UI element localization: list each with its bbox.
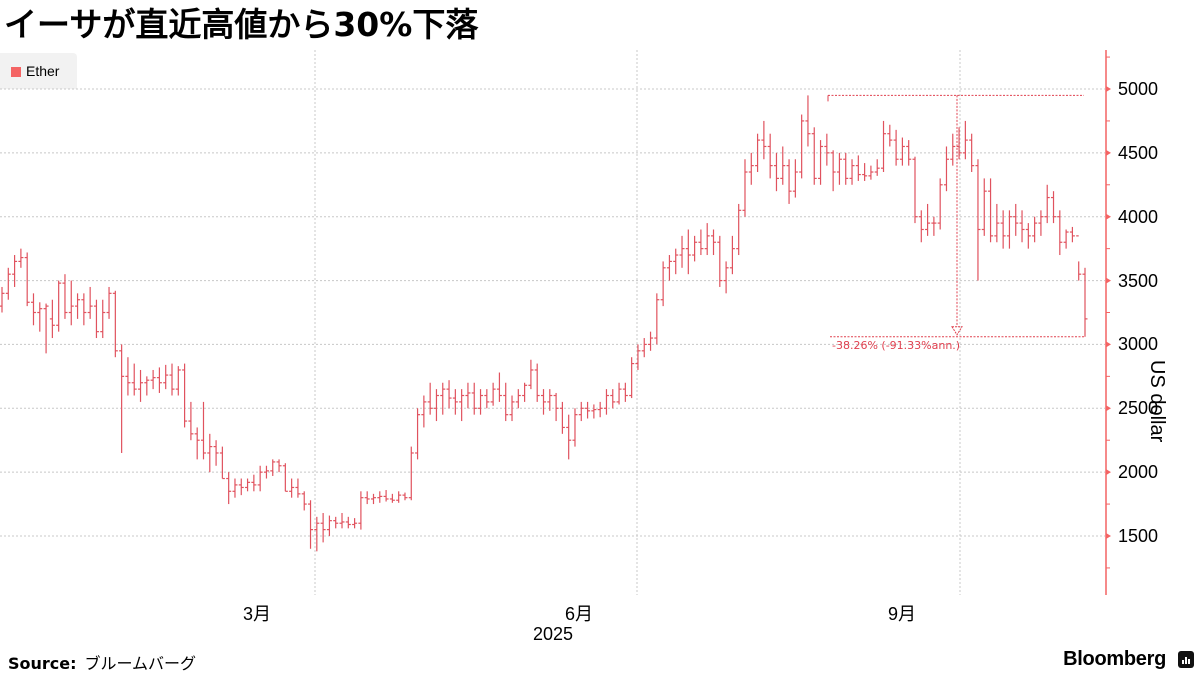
legend-label: Ether [26,63,60,79]
y-tick-label: 2000 [1118,462,1159,483]
y-tick-label: 4500 [1118,142,1159,163]
legend-swatch-icon [11,67,21,77]
chart-title: イーサが直近高値から30%下落 [4,5,479,44]
y-tick-label: 5000 [1118,79,1159,99]
x-tick-label: 9月 [887,604,917,624]
legend: Ether [0,53,77,89]
y-tick-label: 3000 [1118,334,1159,355]
bloomberg-logo: Bloomberg [1063,648,1166,670]
source-note: Source: ブルームバーグ [8,650,196,674]
drawdown-annotation: -38.26% (-91.33%ann.) [832,339,961,352]
x-axis-year: 2025 [532,624,574,644]
y-axis-label: US dollar [1146,360,1168,443]
y-tick-label: 4000 [1118,206,1159,227]
source-value: ブルームバーグ [84,654,197,673]
source-label: Source: [8,654,77,673]
bloomberg-chart-icon [1178,651,1194,668]
y-tick-label: 2500 [1118,398,1159,419]
y-tick-label: 3500 [1118,270,1159,291]
y-tick-label: 1500 [1118,526,1159,546]
x-tick-label: 6月 [564,604,594,624]
x-tick-label: 3月 [242,604,272,624]
